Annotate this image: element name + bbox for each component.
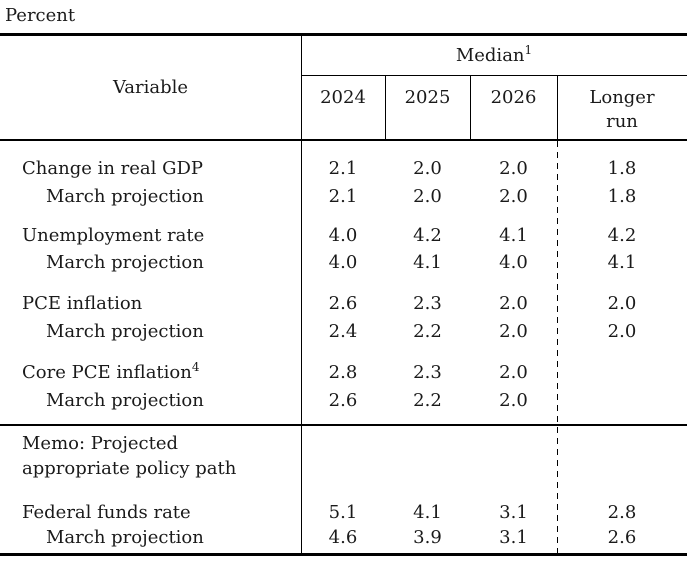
cell-value: 3.9 bbox=[413, 526, 442, 548]
cell-value: 4.0 bbox=[328, 224, 358, 246]
cell-value: 2.0 bbox=[499, 185, 528, 207]
cell-value: 4.1 bbox=[413, 251, 442, 273]
cell-value: 2.2 bbox=[413, 320, 442, 342]
row-label: Change in real GDP bbox=[22, 157, 204, 179]
variable-header: Variable bbox=[0, 36, 301, 139]
row-label: March projection bbox=[46, 389, 204, 411]
row-label: PCE inflation bbox=[22, 292, 143, 314]
table-row: Federal funds rate 5.1 4.1 3.1 2.8 bbox=[0, 501, 687, 523]
cell-value: 2.0 bbox=[607, 292, 637, 314]
header-divider-longer-run bbox=[557, 75, 558, 139]
cell-value: 1.8 bbox=[607, 185, 637, 207]
table-row: Unemployment rate 4.0 4.2 4.1 4.2 bbox=[0, 224, 687, 246]
cell-value: 2.2 bbox=[413, 389, 442, 411]
header-divider-2024-2025 bbox=[385, 75, 386, 139]
header-bottom-rule bbox=[0, 139, 687, 141]
variable-column-divider bbox=[301, 33, 302, 553]
cell-value: 2.0 bbox=[499, 361, 528, 383]
cell-value: 2.6 bbox=[607, 526, 637, 548]
row-label: March projection bbox=[46, 320, 204, 342]
top-rule bbox=[0, 33, 687, 36]
row-label: March projection bbox=[46, 526, 204, 548]
memo-row: Memo: Projected bbox=[0, 432, 687, 454]
cell-value: 4.6 bbox=[328, 526, 358, 548]
variable-header-label: Variable bbox=[112, 77, 189, 98]
table-row: Change in real GDP 2.1 2.0 2.0 1.8 bbox=[0, 157, 687, 179]
cell-value: 2.0 bbox=[499, 389, 528, 411]
table-row: PCE inflation 2.6 2.3 2.0 2.0 bbox=[0, 292, 687, 314]
median-header-label: Median1 bbox=[455, 43, 533, 66]
cell-value: 2.0 bbox=[499, 292, 528, 314]
column-header-2024: 2024 bbox=[320, 87, 366, 108]
memo-line-1: Memo: Projected bbox=[22, 432, 179, 454]
column-header-longer-run: Longer run bbox=[589, 87, 655, 132]
cell-value: 4.1 bbox=[499, 224, 528, 246]
median-header: Median1 bbox=[301, 36, 687, 75]
table-row: March projection 2.1 2.0 2.0 1.8 bbox=[0, 185, 687, 207]
row-label: March projection bbox=[46, 185, 204, 207]
cell-value: 2.0 bbox=[413, 157, 442, 179]
cell-value: 2.6 bbox=[328, 389, 358, 411]
cell-value: 3.1 bbox=[499, 526, 528, 548]
table-row: March projection 2.4 2.2 2.0 2.0 bbox=[0, 320, 687, 342]
cell-value: 2.0 bbox=[499, 157, 528, 179]
row-label: March projection bbox=[46, 251, 204, 273]
longer-run-dashed-divider bbox=[557, 141, 558, 553]
memo-line-2: appropriate policy path bbox=[22, 457, 237, 479]
cell-value: 2.0 bbox=[607, 320, 637, 342]
cell-value: 2.1 bbox=[328, 185, 358, 207]
cell-value: 3.1 bbox=[499, 501, 528, 523]
median-footnote-marker: 1 bbox=[524, 43, 533, 57]
cell-value: 2.6 bbox=[328, 292, 358, 314]
cell-value: 5.1 bbox=[328, 501, 358, 523]
cell-value: 2.4 bbox=[328, 320, 358, 342]
column-header-2026: 2026 bbox=[490, 87, 537, 108]
cell-value: 4.2 bbox=[607, 224, 637, 246]
cell-value: 4.0 bbox=[328, 251, 358, 273]
table-row: March projection 4.0 4.1 4.0 4.1 bbox=[0, 251, 687, 273]
table-row: March projection 4.6 3.9 3.1 2.6 bbox=[0, 526, 687, 548]
core-pce-footnote-marker: 4 bbox=[191, 359, 200, 374]
cell-value: 2.8 bbox=[328, 361, 358, 383]
cell-value: 4.1 bbox=[607, 251, 637, 273]
cell-value: 4.0 bbox=[499, 251, 528, 273]
bottom-rule bbox=[0, 553, 687, 556]
row-label: Unemployment rate bbox=[22, 224, 205, 246]
row-label: Federal funds rate bbox=[22, 501, 191, 523]
median-underline-rule bbox=[301, 75, 687, 76]
unit-label: Percent bbox=[5, 5, 76, 26]
cell-value: 2.8 bbox=[607, 501, 637, 523]
cell-value: 2.1 bbox=[328, 157, 358, 179]
cell-value: 2.0 bbox=[499, 320, 528, 342]
cell-value: 1.8 bbox=[607, 157, 637, 179]
memo-row: appropriate policy path bbox=[0, 457, 687, 479]
column-header-2025: 2025 bbox=[404, 87, 451, 108]
table-row: Core PCE inflation4 2.8 2.3 2.0 bbox=[0, 359, 687, 383]
row-label: Core PCE inflation4 bbox=[22, 359, 200, 383]
cell-value: 2.3 bbox=[413, 361, 442, 383]
cell-value: 4.1 bbox=[413, 501, 442, 523]
cell-value: 2.0 bbox=[413, 185, 442, 207]
table-row: March projection 2.6 2.2 2.0 bbox=[0, 389, 687, 411]
cell-value: 4.2 bbox=[413, 224, 442, 246]
header-divider-2025-2026 bbox=[470, 75, 471, 139]
cell-value: 2.3 bbox=[413, 292, 442, 314]
memo-section-rule bbox=[0, 424, 687, 426]
